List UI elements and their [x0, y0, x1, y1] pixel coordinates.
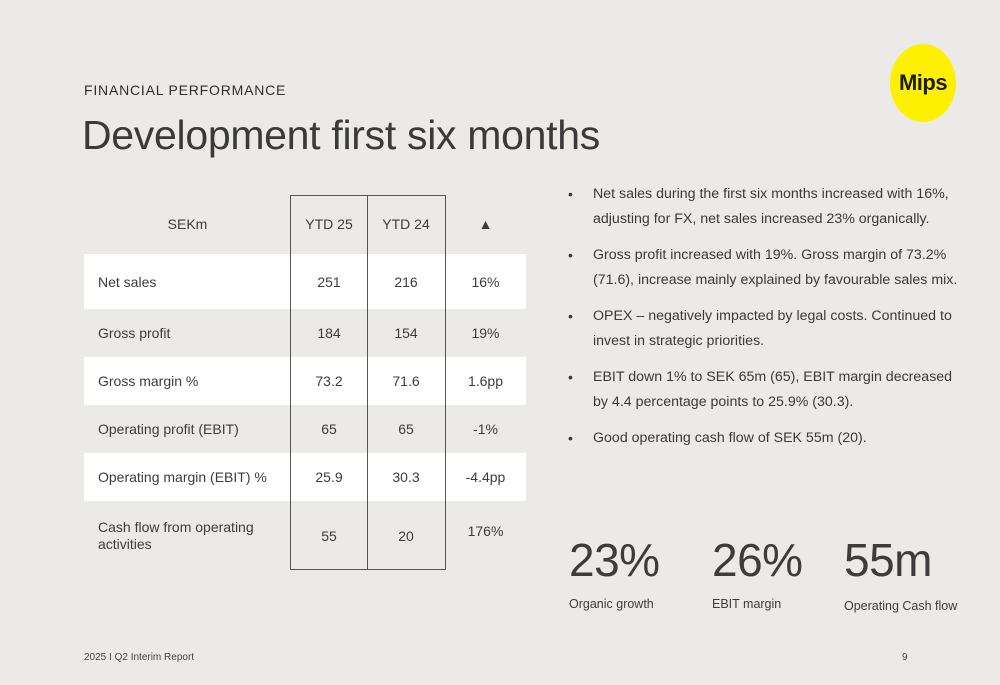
row-ytd24: 30.3 — [392, 469, 420, 485]
page-title: Development first six months — [82, 112, 600, 158]
table-row: Operating margin (EBIT) % 25.9 30.3 -4.4… — [84, 453, 526, 501]
row-label: Gross margin % — [98, 373, 199, 389]
kpi-value: 23% — [569, 534, 660, 586]
list-item: • OPEX – negatively impacted by legal cos… — [568, 304, 968, 354]
row-ytd24: 65 — [398, 421, 414, 437]
row-ytd25: 65 — [321, 421, 337, 437]
row-change: 19% — [471, 325, 500, 341]
logo-text: Mips — [898, 70, 948, 95]
row-ytd24: 216 — [394, 273, 418, 290]
kpi-operating-cash-flow: 55m Operating Cash flow — [844, 537, 957, 613]
row-label: Cash flow from operating activities — [98, 519, 254, 552]
table-row: Gross profit 184 154 19% — [84, 309, 526, 357]
table-row: Gross margin % 73.2 71.6 1.6pp — [84, 357, 526, 405]
header-sekm: SEKm — [167, 216, 208, 232]
row-label: Gross profit — [98, 325, 171, 341]
row-ytd24: 20 — [398, 528, 414, 544]
bullet-dot-icon: • — [568, 186, 573, 202]
table-row: Cash flow from operating activities 55 2… — [84, 501, 526, 571]
row-ytd24: 71.6 — [392, 373, 420, 389]
list-item: • Gross profit increased with 19%. Gross … — [568, 243, 968, 293]
header-change-triangle-icon: ▲ — [478, 216, 493, 232]
list-item: • Net sales during the first six months i… — [568, 182, 968, 232]
row-ytd25: 251 — [317, 273, 341, 290]
row-change: 16% — [471, 273, 500, 290]
table-row: Operating profit (EBIT) 65 65 -1% — [84, 405, 526, 453]
row-label: Net sales — [98, 273, 157, 290]
bullet-dot-icon: • — [568, 247, 573, 263]
list-item: • EBIT down 1% to SEK 65m (65), EBIT marg… — [568, 365, 968, 415]
table-header-row: SEKm YTD 25 YTD 24 ▲ — [84, 195, 526, 253]
footer-report-name: 2025 I Q2 Interim Report — [84, 652, 195, 663]
mips-logo: Mips — [890, 44, 956, 122]
kpi-organic-growth: 23% Organic growth — [569, 537, 660, 611]
row-change: -1% — [473, 421, 498, 437]
row-ytd25: 25.9 — [315, 469, 343, 485]
kpi-ebit-margin: 26% EBIT margin — [712, 537, 803, 611]
bullet-text: Good operating cash flow of SEK 55m (20)… — [593, 430, 867, 446]
row-change: -4.4pp — [465, 469, 506, 485]
page-number: 9 — [902, 652, 908, 663]
header-ytd25: YTD 25 — [305, 216, 353, 232]
header-ytd24: YTD 24 — [382, 216, 430, 232]
bullet-dot-icon: • — [568, 369, 573, 385]
bullet-dot-icon: • — [568, 430, 573, 446]
table-row: Net sales 251 216 16% — [84, 254, 526, 309]
kpi-value: 26% — [712, 534, 803, 586]
row-ytd25: 184 — [317, 325, 341, 341]
kpi-caption: Operating Cash flow — [844, 599, 958, 613]
kpi-value: 55m — [844, 534, 932, 586]
row-change: 176% — [467, 523, 504, 539]
section-label: FINANCIAL PERFORMANCE — [84, 82, 287, 98]
bullet-dot-icon: • — [568, 308, 573, 324]
list-item: • Good operating cash flow of SEK 55m (20… — [568, 426, 968, 451]
row-label: Operating profit (EBIT) — [98, 421, 239, 437]
financial-table: SEKm YTD 25 YTD 24 ▲ Net sales 251 216 1… — [84, 195, 526, 571]
kpi-caption: Organic growth — [569, 597, 654, 611]
bullet-text: Net sales during the first six months in… — [593, 186, 949, 227]
row-ytd25: 55 — [321, 528, 337, 544]
row-ytd24: 154 — [394, 325, 418, 341]
summary-bullets: • Net sales during the first six months i… — [568, 182, 968, 462]
bullet-text: Gross profit increased with 19%. Gross m… — [593, 247, 958, 288]
bullet-text: OPEX – negatively impacted by legal cost… — [593, 308, 952, 349]
kpi-caption: EBIT margin — [712, 597, 782, 611]
row-change: 1.6pp — [467, 373, 504, 389]
bullet-text: EBIT down 1% to SEK 65m (65), EBIT margi… — [593, 369, 953, 410]
row-label: Operating margin (EBIT) % — [98, 469, 267, 485]
row-ytd25: 73.2 — [315, 373, 343, 389]
